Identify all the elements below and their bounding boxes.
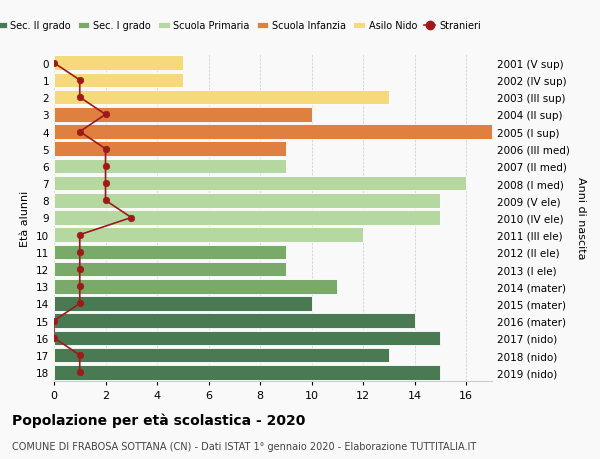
Bar [54,331,440,345]
Bar [54,142,286,157]
Point [75,249,85,256]
Point [101,197,110,205]
Point [75,283,85,290]
Point [75,94,85,101]
Bar [54,348,389,363]
Text: Popolazione per età scolastica - 2020: Popolazione per età scolastica - 2020 [12,413,305,428]
Bar [54,365,440,380]
Point [49,60,59,67]
Point [101,146,110,153]
Point [75,369,85,376]
Point [75,266,85,273]
Point [49,317,59,325]
Bar [54,73,183,88]
Bar [54,159,286,174]
Point [101,163,110,170]
Bar [54,125,492,140]
Bar [54,280,337,294]
Point [75,129,85,136]
Bar [54,211,440,225]
Y-axis label: Età alunni: Età alunni [20,190,31,246]
Point [49,335,59,342]
Point [75,300,85,308]
Bar [54,313,415,328]
Bar [54,91,389,105]
Bar [54,176,466,191]
Point [75,352,85,359]
Bar [54,56,183,71]
Bar [54,108,311,123]
Bar [54,228,363,242]
Point [75,231,85,239]
Bar [54,262,286,277]
Y-axis label: Anni di nascita: Anni di nascita [577,177,586,259]
Point [101,180,110,187]
Text: COMUNE DI FRABOSA SOTTANA (CN) - Dati ISTAT 1° gennaio 2020 - Elaborazione TUTTI: COMUNE DI FRABOSA SOTTANA (CN) - Dati IS… [12,441,476,451]
Bar [54,245,286,260]
Legend: Sec. II grado, Sec. I grado, Scuola Primaria, Scuola Infanzia, Asilo Nido, Stran: Sec. II grado, Sec. I grado, Scuola Prim… [0,17,485,35]
Point [75,77,85,84]
Bar [54,297,311,311]
Point [127,214,136,222]
Point [101,112,110,119]
Bar [54,194,440,208]
